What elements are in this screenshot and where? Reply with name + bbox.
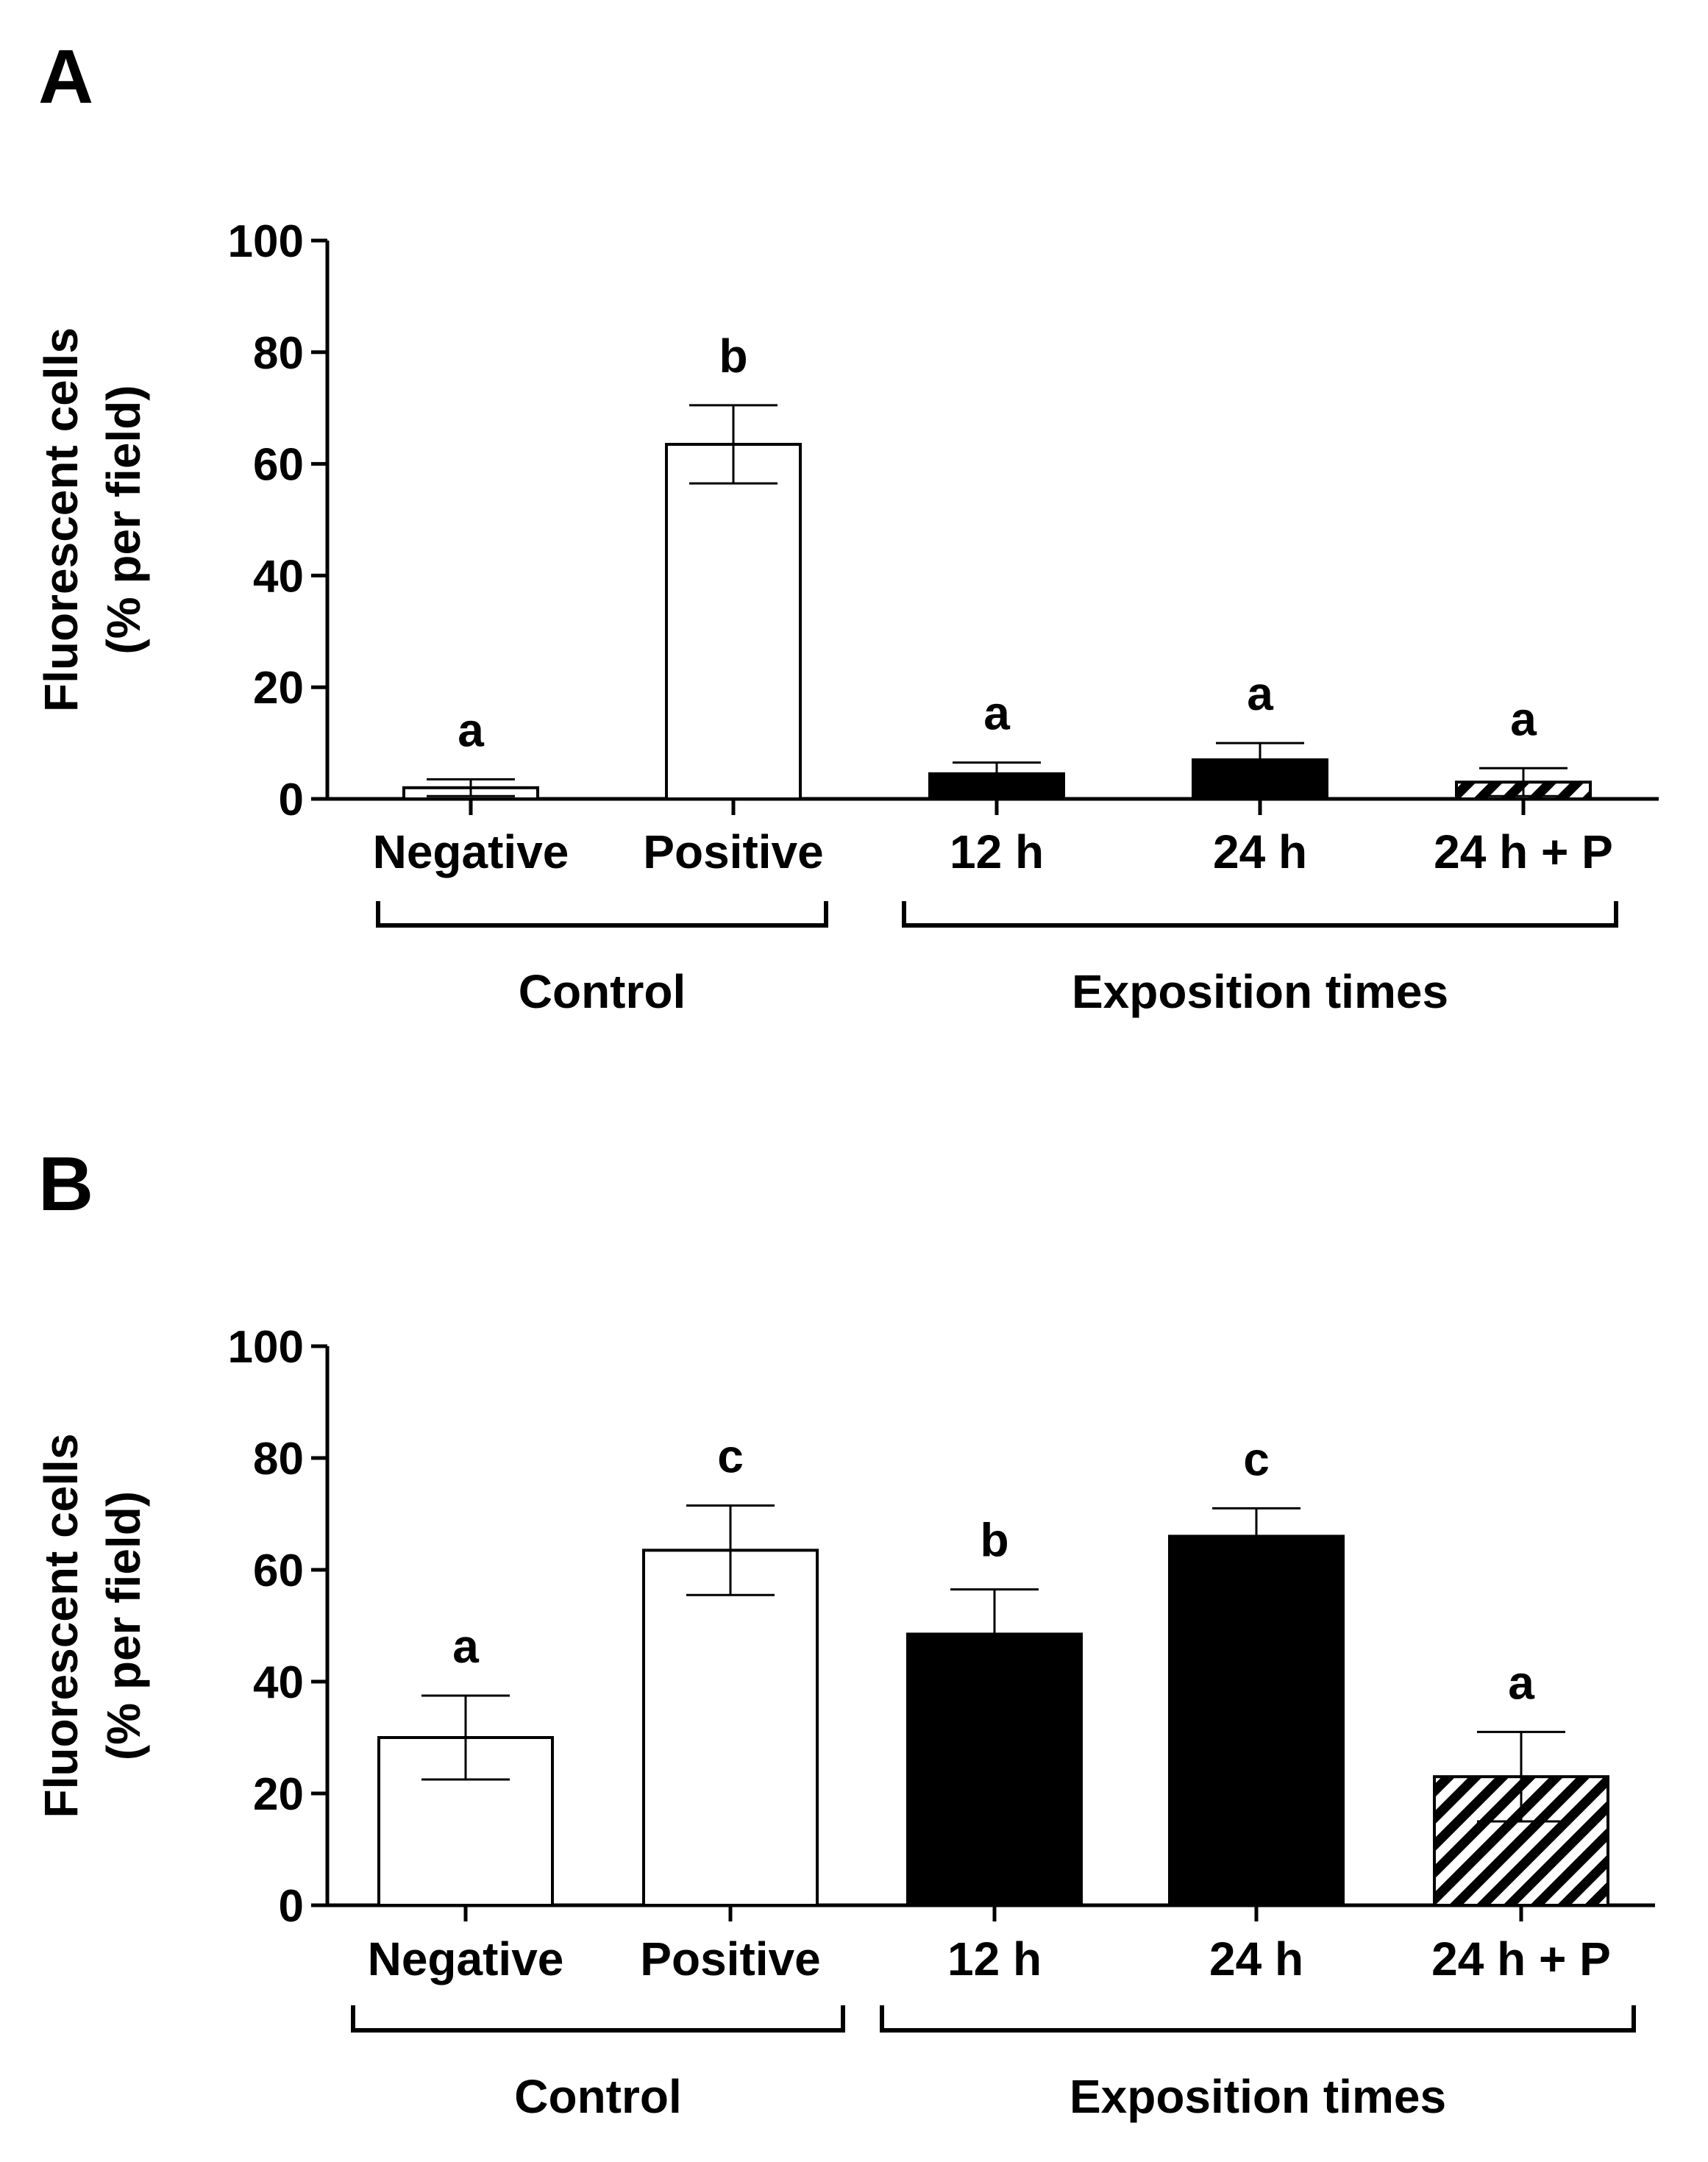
panel-a-chart: A Fluorescent cells (% per field) 0 20 40 60 80… xyxy=(35,35,1659,1018)
panel-a-ytick-label-80: 80 xyxy=(253,328,304,379)
panel-b-letter: B xyxy=(38,1142,93,1227)
panel-a-bracket-exposition-times xyxy=(902,901,1618,928)
panel-a-sig-positive: b xyxy=(719,330,747,383)
panel-a-category-12-h: 12 h xyxy=(950,825,1044,878)
panel-b-category-24-h-p: 24 h + P xyxy=(1431,1932,1611,1985)
panel-a-ytick-label-100: 100 xyxy=(228,216,304,267)
panel-b-ytick-label-60: 60 xyxy=(253,1546,304,1596)
panel-b-ylabel-line-2: (% per field) xyxy=(97,1491,150,1760)
panel-b-chart: B Fluorescent cells (% per field) 0 20 40 60 80… xyxy=(35,1142,1655,2123)
panel-a-ylabel-line-1: Fluorescent cells xyxy=(35,327,88,712)
panel-b-bracket-exposition-times xyxy=(880,2005,1636,2033)
panel-a-sig-negative: a xyxy=(458,703,484,756)
panel-a-ytick-label-60: 60 xyxy=(253,440,304,491)
panel-a-category-24-h: 24 h xyxy=(1213,825,1307,878)
panel-b-group-label-exposition-times: Exposition times xyxy=(1070,2070,1446,2123)
panel-b-sig-12-h: b xyxy=(980,1514,1008,1567)
panel-a-sig-12-h: a xyxy=(983,687,1010,740)
panel-a-group-label-exposition-times: Exposition times xyxy=(1072,965,1448,1018)
panel-b-ytick-label-0: 0 xyxy=(279,1881,304,1932)
panel-a-category-positive: Positive xyxy=(643,825,823,878)
panel-b-bar-positive xyxy=(642,1548,819,1907)
panel-a-ytick-label-20: 20 xyxy=(253,663,304,714)
panel-a-category-24-h-p: 24 h + P xyxy=(1434,825,1613,878)
panel-b-bracket-control xyxy=(351,2005,845,2033)
panel-a-bar-positive xyxy=(665,443,802,800)
panel-a-bracket-control xyxy=(376,901,828,928)
panel-a-ylabel-line-2: (% per field) xyxy=(97,385,150,654)
panel-a-sig-24-h: a xyxy=(1247,667,1273,720)
panel-b-group-label-control: Control xyxy=(514,2070,682,2123)
panel-a-letter: A xyxy=(38,35,93,120)
panel-b-sig-positive: c xyxy=(717,1430,744,1483)
panel-a-category-negative: Negative xyxy=(373,825,569,878)
panel-b-ytick-label-80: 80 xyxy=(253,1434,304,1484)
panel-b-category-negative: Negative xyxy=(368,1932,564,1985)
panel-a-ytick-label-40: 40 xyxy=(253,551,304,602)
panel-b-ytick-label-40: 40 xyxy=(253,1657,304,1708)
panel-b-sig-24-h-p: a xyxy=(1508,1656,1534,1709)
panel-b-ytick-label-100: 100 xyxy=(228,1322,304,1373)
panel-a-sig-24-h-p: a xyxy=(1510,692,1537,745)
panel-b-bar-24-h xyxy=(1168,1535,1345,1907)
panel-a-ytick-label-0: 0 xyxy=(279,775,304,825)
panel-b-category-24-h: 24 h xyxy=(1209,1932,1303,1985)
panel-b-sig-negative: a xyxy=(452,1620,479,1673)
panel-b-category-12-h: 12 h xyxy=(947,1932,1042,1985)
panel-b-ylabel-line-1: Fluorescent cells xyxy=(35,1434,88,1818)
panel-a-group-label-control: Control xyxy=(519,965,686,1018)
panel-b-category-positive: Positive xyxy=(640,1932,820,1985)
panel-b-ytick-label-20: 20 xyxy=(253,1769,304,1820)
panel-b-sig-24-h: c xyxy=(1243,1432,1270,1485)
